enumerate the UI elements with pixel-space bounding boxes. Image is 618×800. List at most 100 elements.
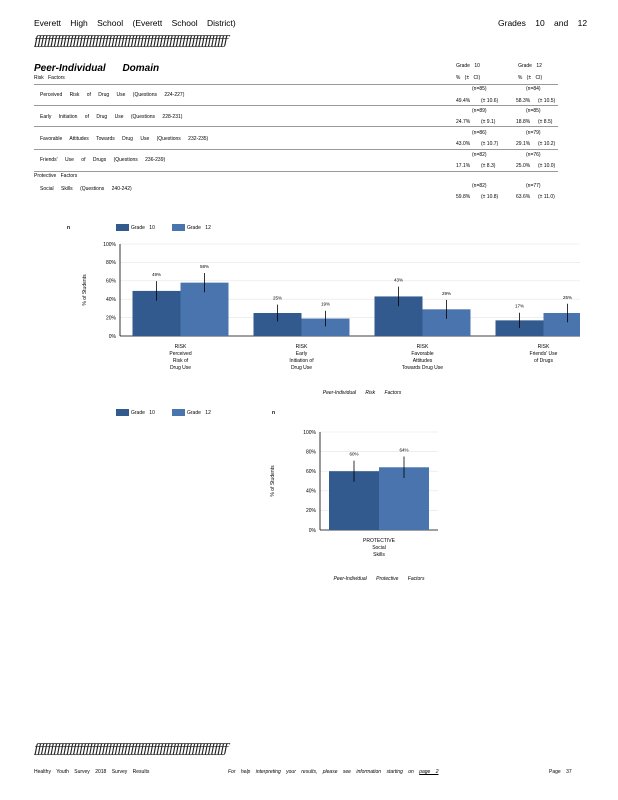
legend-swatch-grade10 [116, 409, 129, 416]
category-label: Attitudes [413, 358, 433, 364]
legend-swatch-grade12 [172, 224, 185, 231]
row-divider [34, 84, 558, 85]
pct-value: 63.6% [516, 194, 531, 200]
legend-label-grade12: Grade 12 [187, 410, 211, 416]
category-label: Skills [373, 552, 385, 558]
row-divider [34, 149, 558, 150]
category-label: RISK [296, 344, 308, 350]
category-label: RISK [538, 344, 550, 350]
y-tick-label: 60% [106, 279, 117, 285]
footer-survey-name: Healthy Youth Survey 2018 Survey Results [34, 769, 150, 775]
ci-value: (± 11.0) [538, 194, 555, 200]
y-tick-label: 60% [306, 469, 317, 475]
n-value: (n=76) [526, 152, 541, 158]
pct-value: 59.8% [456, 194, 471, 200]
x-axis-label: Peer-Individual Protective Factors [334, 576, 425, 582]
grades-label: Grades 10 and 12 [498, 18, 588, 28]
legend-label-grade12: Grade 12 [187, 225, 211, 231]
n-value: (n=85) [472, 86, 487, 92]
category-label: Social [372, 545, 386, 551]
y-tick-label: 20% [106, 315, 117, 321]
bar [301, 318, 350, 336]
data-label: 64% [399, 448, 408, 453]
pct-value: 49.4% [456, 98, 471, 104]
x-axis-label: Peer-Individual Risk Factors [323, 390, 402, 396]
ci-value: (± 10.8) [481, 194, 499, 200]
n-value: (n=86) [472, 130, 487, 136]
y-tick-label: 80% [306, 449, 317, 455]
ci-value: (± 8.5) [538, 119, 553, 125]
y-axis-label: % of Students [82, 274, 88, 306]
category-label: RISK [417, 344, 429, 350]
category-label: Perceived [169, 351, 191, 357]
legend-marker: n [67, 225, 71, 231]
pct-value: 18.8% [516, 119, 531, 125]
category-label: Drug Use [291, 365, 312, 371]
report-title: Everett High School (Everett School Dist… [34, 18, 236, 28]
footer-rule: ƒƒƒƒƒƒƒƒƒƒƒƒƒƒƒƒƒƒƒƒƒƒƒƒƒƒƒƒƒƒƒƒƒƒƒƒƒƒƒƒ… [34, 742, 228, 757]
n-value: (n=89) [472, 108, 487, 114]
pct-value: 29.1% [516, 141, 531, 147]
category-label: Towards Drug Use [402, 365, 443, 371]
col-grade10-heading: Grade 10 [456, 63, 480, 69]
y-tick-label: 80% [106, 260, 117, 266]
row-label-favorable-attitudes: Favorable Attitudes Towards Drug Use (Qu… [40, 136, 209, 142]
page-link[interactable]: page 2 [419, 769, 439, 775]
legend-swatch-grade10 [116, 224, 129, 231]
col-grade12-heading: Grade 12 [518, 63, 542, 69]
bar [543, 313, 580, 336]
page-number: Page 37 [549, 769, 572, 775]
pct-value: 58.3% [516, 98, 531, 104]
protective-factors-chart: 0% 20% 40% 60% 80% 100% % of Students 60% 64% PRO… [270, 430, 438, 582]
risk-factors-heading: Risk Factors [34, 75, 65, 81]
data-label: 19% [321, 302, 330, 307]
category-label: Friends' Use [530, 351, 558, 357]
risk-factors-chart: 0% 20% 40% 60% 80% 100% % of Students 49% 58% RIS… [82, 242, 580, 396]
legend-label-grade10: Grade 10 [131, 410, 155, 416]
category-label: Early [296, 351, 308, 357]
data-label: 60% [349, 452, 358, 457]
data-label: 58% [200, 264, 209, 269]
col-grade10-sub: % (± CI) [455, 75, 481, 81]
y-tick-label: 40% [106, 297, 117, 303]
category-label: RISK [175, 344, 187, 350]
row-label-early-initiation: Early Initiation of Drug Use (Questions … [40, 114, 183, 120]
n-value: (n=77) [526, 183, 541, 189]
n-value: (n=82) [472, 152, 487, 158]
category-label: PROTECTIVE [363, 538, 396, 544]
y-axis-label: % of Students [270, 465, 276, 497]
row-divider [34, 105, 558, 106]
pct-value: 24.7% [456, 119, 471, 125]
pct-value: 17.1% [456, 163, 471, 169]
pct-value: 25.0% [516, 163, 531, 169]
protective-factors-heading: Protective Factors [34, 173, 78, 179]
data-label: 49% [152, 272, 161, 277]
category-label: Initiation of [289, 358, 314, 364]
data-label: 25% [563, 295, 572, 300]
row-label-friends-use: Friends' Use of Drugs (Questions 236-239… [40, 157, 166, 163]
data-label: 17% [515, 304, 524, 309]
pct-value: 43.0% [456, 141, 471, 147]
y-tick-label: 0% [109, 334, 117, 340]
ci-value: (± 10.7) [481, 141, 499, 147]
domain-title: Peer-Individual Domain [34, 63, 160, 74]
y-tick-label: 100% [303, 430, 316, 436]
footer-help-text: For help interpreting your results, plea… [228, 769, 439, 775]
ci-value: (± 8.3) [481, 163, 496, 169]
data-label: 25% [273, 296, 282, 301]
ci-value: (± 10.5) [538, 98, 556, 104]
ci-value: (± 10.0) [538, 163, 556, 169]
y-tick-label: 20% [306, 508, 317, 514]
data-label: 29% [442, 291, 451, 296]
category-label: Risk of [173, 358, 189, 364]
row-label-perceived-risk: Perceived Risk of Drug Use (Questions 22… [40, 92, 185, 98]
y-tick-label: 0% [309, 528, 317, 534]
legend-swatch-grade12 [172, 409, 185, 416]
n-value: (n=84) [526, 86, 541, 92]
bar [253, 313, 302, 336]
data-label: 43% [394, 278, 403, 283]
n-value: (n=79) [526, 130, 541, 136]
y-tick-label: 100% [103, 242, 116, 248]
row-divider [34, 171, 558, 172]
ci-value: (± 10.6) [481, 98, 499, 104]
